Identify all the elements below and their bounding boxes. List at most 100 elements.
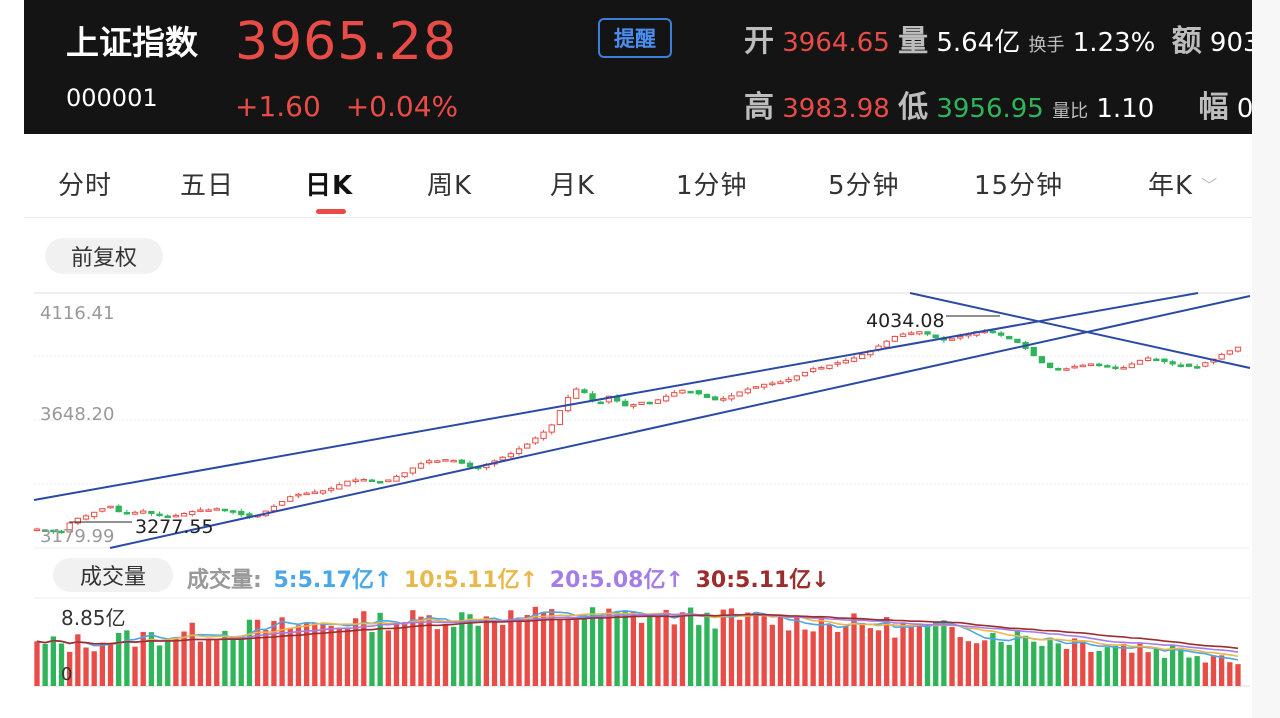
candle-body (850, 357, 858, 362)
candle-body (434, 460, 441, 463)
tab-weekly-k[interactable]: 周K (427, 171, 473, 201)
tab-15-minute[interactable]: 15分钟 (974, 171, 1064, 201)
candle-body (172, 514, 180, 518)
volume-bar (328, 625, 334, 686)
tab-yearly-k[interactable]: 年K ﹀ (1148, 165, 1218, 202)
tab-five-day[interactable]: 五日 (180, 171, 235, 201)
volume-bar (671, 624, 677, 686)
candle-body (327, 487, 335, 491)
volume-bar (99, 642, 106, 686)
amplitude-value: 0.68% (1236, 94, 1252, 124)
volume-bar (401, 622, 408, 686)
volume-bar (34, 641, 40, 686)
volume-bar (606, 608, 612, 686)
candle-body (197, 509, 204, 512)
trendline (109, 295, 1251, 549)
active-tab-indicator (316, 209, 346, 214)
candle-body (556, 410, 564, 425)
volume-bar (75, 634, 81, 686)
trendlines (33, 292, 1251, 549)
candle-body (360, 479, 367, 482)
volume-bar (1055, 643, 1061, 686)
tab-daily-k[interactable]: 日K (305, 171, 354, 201)
volume-bar (867, 628, 874, 686)
tab-5-minute[interactable]: 5分钟 (828, 171, 900, 201)
volume-bar (826, 624, 833, 686)
adjust-mode-button[interactable]: 前复权 (45, 238, 163, 274)
volume-bar (459, 612, 465, 686)
volume-indicator-button[interactable]: 成交量 (53, 558, 173, 592)
volume-bar (312, 622, 318, 686)
volume-bar (859, 622, 865, 686)
candle-body (630, 404, 637, 407)
volume-bar (892, 637, 898, 686)
volume-bar (933, 622, 939, 686)
candle-body (426, 460, 433, 464)
volume-legend-title: 成交量: (187, 568, 262, 593)
volume-bar (622, 610, 628, 686)
tab-1-minute[interactable]: 1分钟 (676, 171, 748, 201)
volume-bar (1071, 638, 1078, 686)
candle-body (1120, 367, 1127, 370)
candle-body (777, 381, 784, 385)
candle-body (728, 395, 735, 400)
volume-bar (1120, 643, 1127, 686)
axis-label-top: 4116.41 (40, 303, 114, 324)
tab-monthly-k[interactable]: 月K (550, 171, 596, 201)
volume-bar (941, 620, 947, 686)
low-value: 3956.95 (936, 94, 1044, 124)
volume-bar (614, 611, 620, 686)
candle-body (33, 528, 41, 532)
volume-bar (957, 637, 963, 686)
volume-label: 量 (898, 24, 929, 59)
candle-body (385, 479, 392, 483)
volume-bar (965, 641, 972, 686)
candle-body (180, 512, 188, 517)
volume-bar (1031, 641, 1037, 686)
candle-body (82, 515, 90, 520)
volume-bar (303, 622, 310, 686)
candle-body (74, 517, 82, 524)
change-value: +1.60 (235, 90, 321, 123)
candle-body (801, 371, 809, 377)
candle-body (270, 505, 278, 512)
candle-body (1063, 368, 1070, 371)
volume-axis-max: 8.85亿 (61, 606, 126, 630)
price-axis: 4034.08 3277.55 4116.41 3648.20 3179.99 (40, 303, 1000, 547)
volume-bar (655, 616, 661, 686)
volume-bar (663, 609, 669, 686)
candle-body (679, 389, 686, 394)
turnover-label: 换手 (1028, 35, 1065, 56)
volume-bar (1153, 648, 1159, 686)
volume-bar (50, 636, 56, 686)
ma20-line (36, 612, 1239, 653)
candle-body (393, 475, 400, 482)
volume-bar (549, 609, 555, 686)
candle-body (687, 390, 694, 394)
axis-label-bottom: 3179.99 (40, 526, 114, 547)
volume-bar (295, 625, 302, 686)
alert-button[interactable]: 提醒 (598, 18, 672, 58)
candle-body (654, 399, 662, 404)
candle-body (760, 383, 768, 388)
volume-bar (467, 614, 473, 686)
volume-bar (794, 615, 800, 686)
candle-body (1193, 366, 1201, 369)
candle-body (859, 353, 866, 360)
volume-bar (884, 617, 890, 686)
volume-bar (581, 615, 588, 686)
candle-body (1153, 358, 1160, 362)
volume-bar (982, 640, 988, 686)
volume-bar (736, 619, 743, 686)
candle-body (744, 388, 751, 394)
volume-bar (483, 616, 490, 686)
tab-intraday[interactable]: 分时 (58, 171, 113, 201)
candle-body (1038, 356, 1046, 364)
candle-body (720, 398, 727, 401)
candle-body (711, 396, 719, 401)
candle-body (638, 401, 645, 405)
volume-bar (1104, 647, 1110, 686)
candle-body (164, 515, 171, 519)
ma5-label: 5:5.17亿↑ (273, 568, 393, 593)
